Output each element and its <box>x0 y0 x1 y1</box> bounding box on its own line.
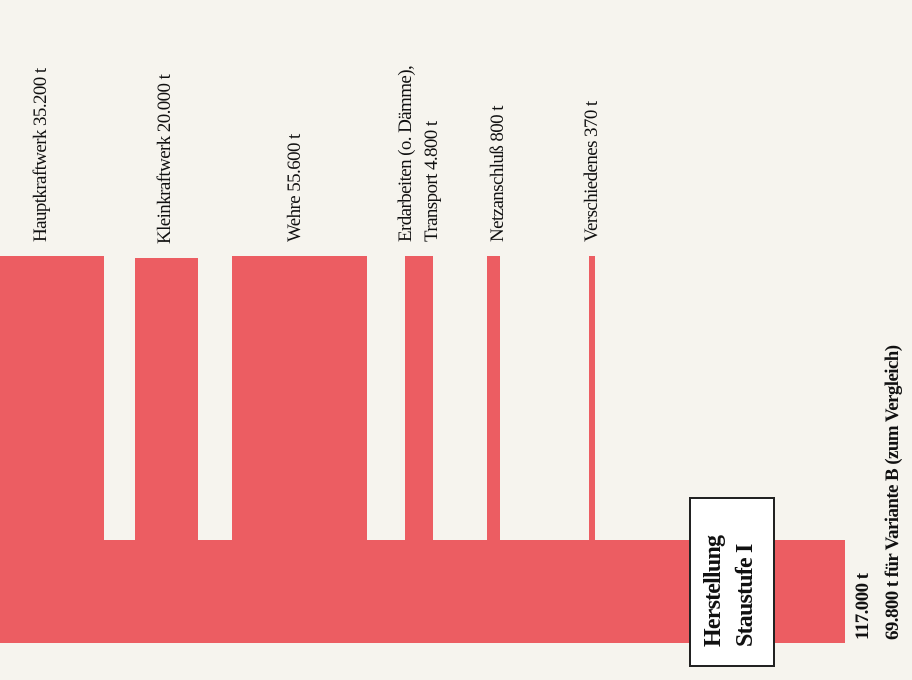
branch-hauptkraftwerk <box>0 256 104 546</box>
label-erdarbeiten: Erdarbeiten (o. Dämme), Transport 4.800 … <box>393 66 445 242</box>
branch-erdarbeiten <box>405 256 433 546</box>
total-value-label: 117.000 t <box>852 573 873 640</box>
total-box-line-2: Staustufe I <box>732 544 758 647</box>
branch-netzanschluss <box>487 256 500 546</box>
branch-kleinkraftwerk <box>135 258 198 546</box>
label-netzanschluss: Netzanschluß 800 t <box>487 106 508 242</box>
label-wehre: Wehre 55.600 t <box>284 134 305 242</box>
comparison-label: 69.800 t für Variante B (zum Vergleich) <box>882 345 903 640</box>
label-kleinkraftwerk: Kleinkraftwerk 20.000 t <box>154 74 175 244</box>
total-box: Herstellung Staustufe I <box>689 497 775 667</box>
branch-verschiedenes <box>589 256 595 546</box>
label-hauptkraftwerk: Hauptkraftwerk 35.200 t <box>30 68 51 242</box>
total-box-line-1: Herstellung <box>700 535 726 647</box>
label-erdarbeiten-line-1: Erdarbeiten (o. Dämme), <box>395 65 416 242</box>
branch-wehre <box>232 256 367 546</box>
label-erdarbeiten-line-2: Transport 4.800 t <box>421 121 442 242</box>
label-verschiedenes: Verschiedenes 370 t <box>581 101 602 242</box>
